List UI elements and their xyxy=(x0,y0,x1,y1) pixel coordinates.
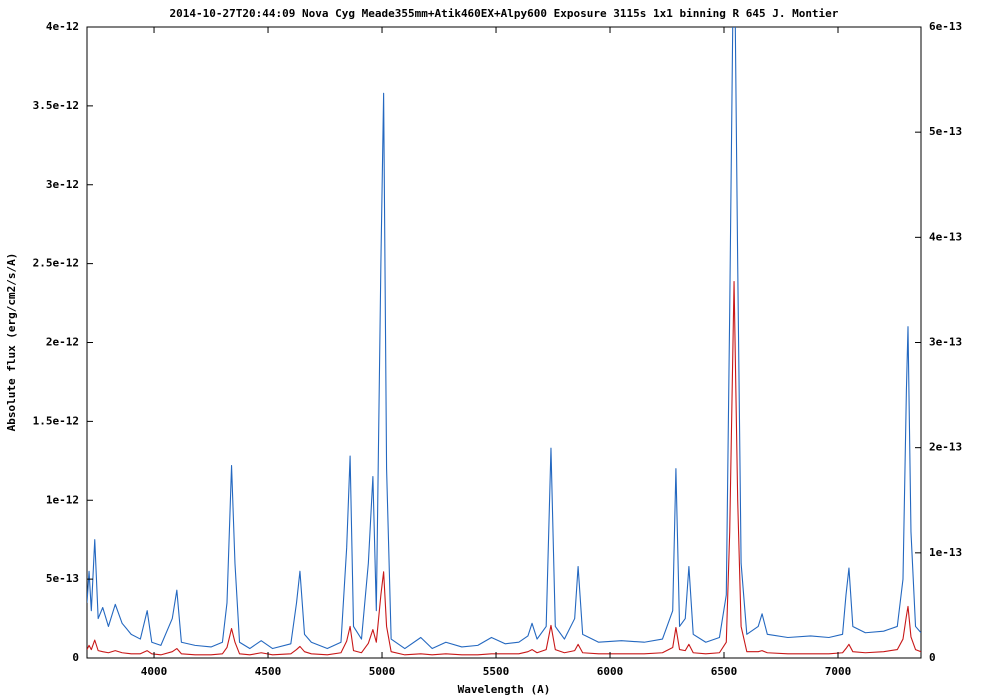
plot-area xyxy=(87,27,921,656)
y-tick-label: 2e-12 xyxy=(46,336,79,349)
x-tick-label: 6500 xyxy=(711,665,738,678)
y2-tick-label: 5e-13 xyxy=(929,125,962,138)
y-tick-label: 3.5e-12 xyxy=(33,99,79,112)
chart-title: 2014-10-27T20:44:09 Nova Cyg Meade355mm+… xyxy=(170,7,839,20)
y-axis-label: Absolute flux (erg/cm2/s/A) xyxy=(5,253,18,432)
y-tick-label: 1.5e-12 xyxy=(33,414,79,427)
x-tick-label: 4500 xyxy=(255,665,282,678)
y-tick-label: 2.5e-12 xyxy=(33,257,79,270)
y2-tick-label: 3e-13 xyxy=(929,336,962,349)
spectrum-line xyxy=(87,280,921,656)
x-tick-label: 4000 xyxy=(141,665,168,678)
y-tick-label: 0 xyxy=(72,651,79,664)
y2-tick-label: 1e-13 xyxy=(929,546,962,559)
y-tick-label: 3e-12 xyxy=(46,178,79,191)
y2-tick-label: 0 xyxy=(929,651,936,664)
x-tick-label: 7000 xyxy=(825,665,852,678)
x-tick-label: 5500 xyxy=(483,665,510,678)
x-axis-label: Wavelength (A) xyxy=(458,683,551,696)
y-tick-label: 4e-12 xyxy=(46,20,79,33)
y2-tick-label: 4e-13 xyxy=(929,230,962,243)
y-tick-label: 5e-13 xyxy=(46,572,79,585)
spectrum-line xyxy=(87,27,921,650)
x-tick-label: 6000 xyxy=(597,665,624,678)
y-tick-label: 1e-12 xyxy=(46,493,79,506)
y2-tick-label: 2e-13 xyxy=(929,441,962,454)
y2-tick-label: 6e-13 xyxy=(929,20,962,33)
x-tick-label: 5000 xyxy=(369,665,396,678)
